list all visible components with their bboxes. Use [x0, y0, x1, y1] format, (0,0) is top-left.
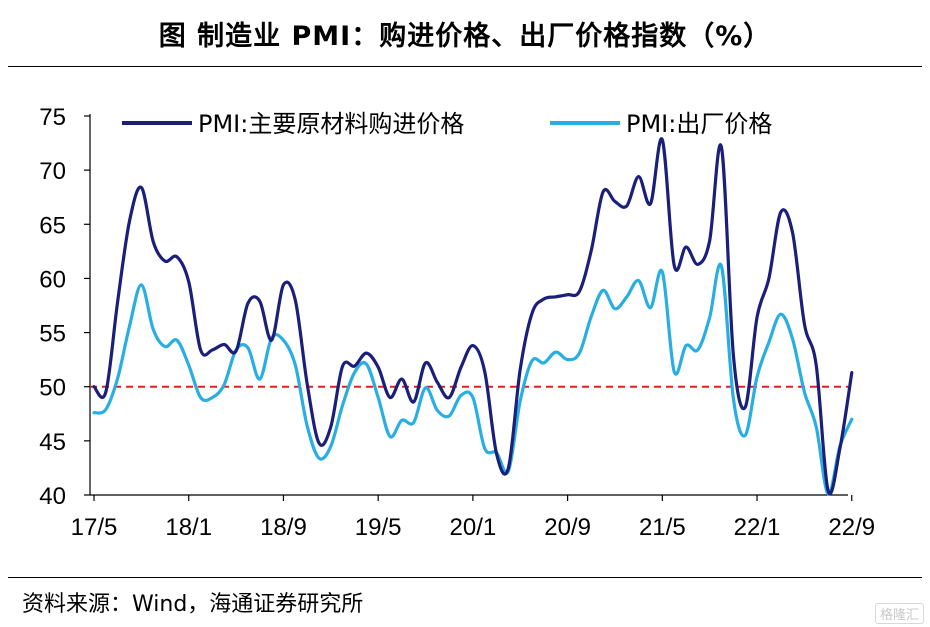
series-lines	[92, 137, 854, 496]
legend-label: PMI:出厂价格	[626, 110, 772, 138]
x-tick-label: 19/5	[355, 514, 402, 541]
y-tick-label: 50	[39, 375, 66, 402]
x-tick-label: 17/5	[71, 514, 118, 541]
y-tick-label: 65	[39, 212, 66, 239]
y-tick-label: 45	[39, 429, 66, 456]
watermark: 格隆汇	[874, 603, 924, 624]
x-tick-label: 21/5	[639, 514, 686, 541]
legend-label: PMI:主要原材料购进价格	[198, 110, 464, 138]
source-rule	[8, 577, 922, 578]
legend: PMI:主要原材料购进价格 PMI:出厂价格	[122, 110, 772, 138]
axes: 40 45 50 55 60 65 70 75 17/5 18/1 18/9 19/5 20/1 20/9…	[39, 104, 875, 541]
x-tick-label: 20/9	[544, 514, 591, 541]
y-tick-label: 75	[39, 104, 66, 131]
y-tick-label: 70	[39, 158, 66, 185]
series-line-factory-price	[92, 262, 854, 496]
y-tick-label: 55	[39, 321, 66, 348]
series-line-purchase-price	[92, 137, 854, 496]
y-tick-label: 60	[39, 266, 66, 293]
x-tick-label: 18/9	[260, 514, 307, 541]
source-note: 资料来源：Wind，海通证券研究所	[22, 592, 364, 617]
x-tick-label: 22/9	[828, 514, 875, 541]
chart-title: 图 制造业 PMI：购进价格、出厂价格指数（%）	[158, 21, 772, 52]
x-tick-label: 18/1	[165, 514, 212, 541]
chart-area: 40 45 50 55 60 65 70 75 17/5 18/1 18/9 19/5 20/1 20/9…	[39, 104, 875, 541]
title-rule	[8, 66, 922, 67]
x-tick-label: 22/1	[734, 514, 781, 541]
y-tick-label: 40	[39, 483, 66, 510]
x-tick-label: 20/1	[450, 514, 497, 541]
